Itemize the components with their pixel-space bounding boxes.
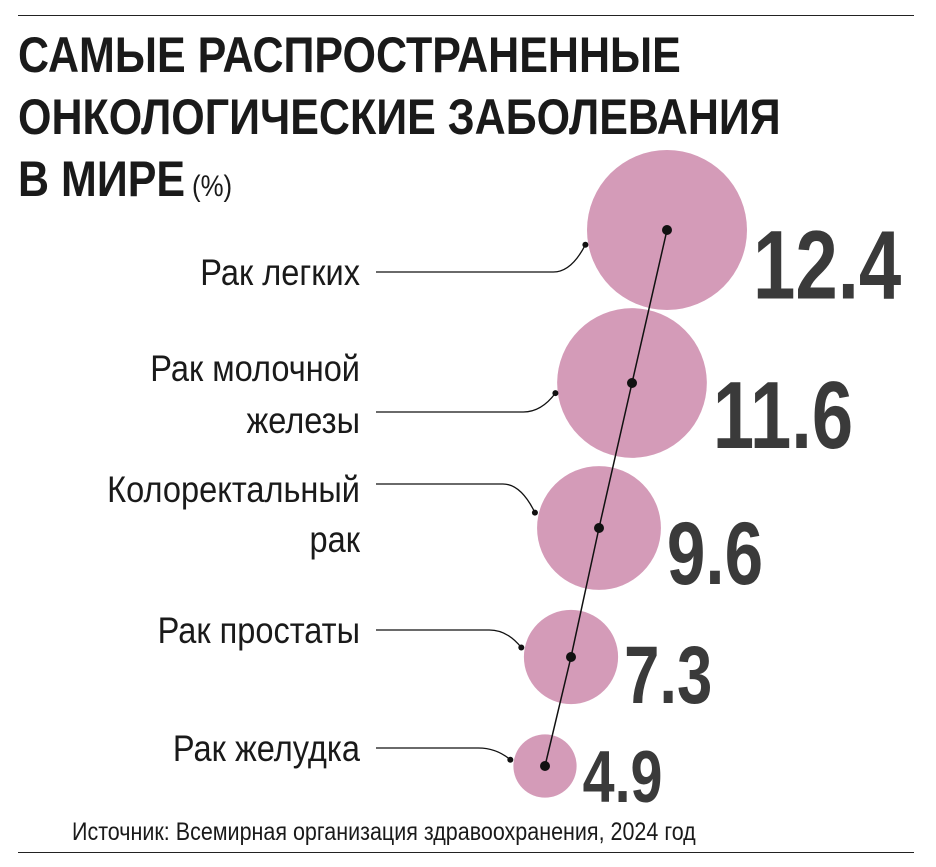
- title-line-3-text: В МИРЕ: [18, 151, 186, 207]
- value-label-5: 4.9: [583, 736, 663, 819]
- top-rule: [18, 15, 914, 16]
- title-line-1: САМЫЕ РАСПРОСТРАНЕННЫЕ: [18, 27, 681, 83]
- category-label-2-line-2: железы: [246, 400, 360, 441]
- category-label-3-line-1: Колоректальный: [107, 469, 360, 510]
- leader-dot-2: [552, 390, 559, 397]
- source-note: Источник: Всемирная организация здравоох…: [72, 818, 696, 846]
- leader-line-3: [376, 483, 536, 513]
- bubble-center-dot-5: [540, 761, 550, 771]
- leader-dot-3: [531, 509, 538, 516]
- value-label-2: 11.6: [713, 363, 853, 469]
- value-label-3: 9.6: [667, 504, 763, 603]
- title-unit: (%): [191, 170, 233, 203]
- category-label-1-line-1: Рак легких: [200, 252, 360, 293]
- bottom-rule: [18, 852, 914, 853]
- label-layer: Рак легких 12.4 Рак молочной железы 11.6 Коло…: [107, 210, 901, 818]
- leader-line-5: [376, 747, 511, 761]
- bubble-center-dot-2: [627, 378, 637, 388]
- category-label-5-line-1: Рак желудка: [173, 728, 361, 769]
- bubble-center-dot-3: [594, 523, 604, 533]
- value-label-4: 7.3: [624, 631, 712, 721]
- leader-line-1: [376, 244, 586, 273]
- bubble-center-dot-1: [662, 225, 672, 235]
- bubble-center-dot-4: [566, 652, 576, 662]
- leader-layer: [376, 225, 672, 771]
- leader-line-4: [376, 629, 522, 648]
- leader-dot-1: [582, 241, 589, 248]
- leader-line-2: [376, 392, 556, 413]
- category-label-2-line-1: Рак молочной: [150, 348, 360, 389]
- leader-dot-5: [507, 756, 514, 763]
- title-line-2: ОНКОЛОГИЧЕСКИЕ ЗАБОЛЕВАНИЯ: [18, 89, 781, 145]
- leader-dot-4: [518, 644, 525, 651]
- title-line-3: В МИРЕ (%): [18, 154, 232, 204]
- category-label-3-line-2: рак: [310, 519, 361, 560]
- value-label-1: 12.4: [753, 210, 902, 319]
- category-label-4-line-1: Рак простаты: [158, 610, 360, 651]
